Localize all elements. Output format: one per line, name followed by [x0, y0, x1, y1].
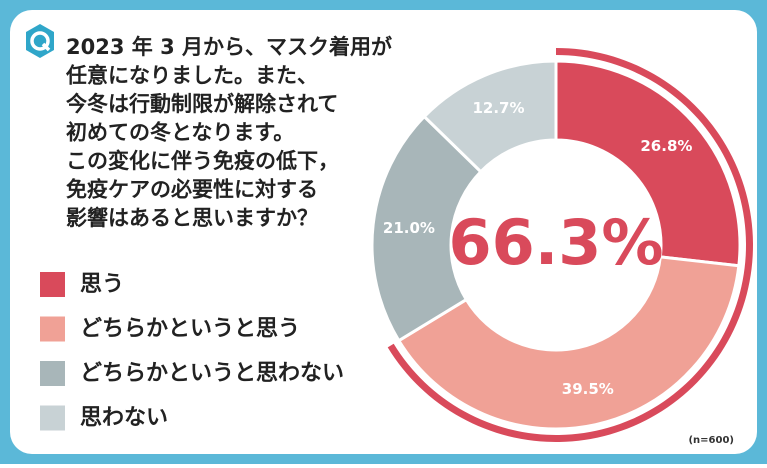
donut-segment	[422, 59, 558, 174]
center-label: 66.3%	[448, 206, 663, 279]
question-line: 初めての冬となります。	[66, 121, 294, 145]
legend-swatch	[40, 316, 65, 342]
legend-label: 思わない	[80, 406, 168, 431]
value-label: 21.0%	[383, 219, 435, 237]
legend-label: どちらかというと思う	[80, 317, 300, 342]
legend-swatch	[40, 405, 65, 431]
question-line: 2023 年 3 月から、マスク着用が	[66, 35, 392, 59]
value-label: 12.7%	[472, 99, 524, 117]
donut-segment	[396, 255, 741, 431]
donut-segment	[554, 59, 742, 268]
legend-swatch	[40, 272, 65, 297]
question-line: 今冬は行動制限が解除されて	[66, 92, 338, 116]
value-label: 26.8%	[640, 137, 692, 155]
note: (n=600)	[688, 435, 734, 446]
q-icon	[26, 24, 54, 58]
question-line: 任意になりました。また、	[65, 64, 318, 88]
question-line: 影響はあると思いますか？	[66, 206, 318, 230]
donut-segment	[370, 114, 483, 343]
legend-label: どちらかというと思わない	[80, 361, 344, 386]
legend-label: 思う	[80, 272, 124, 297]
value-label: 39.5%	[562, 380, 614, 398]
question-line: 免疫ケアの必要性に対する	[66, 178, 318, 202]
legend-swatch	[40, 361, 65, 386]
question-line: この変化に伴う免疫の低下，	[66, 149, 339, 173]
